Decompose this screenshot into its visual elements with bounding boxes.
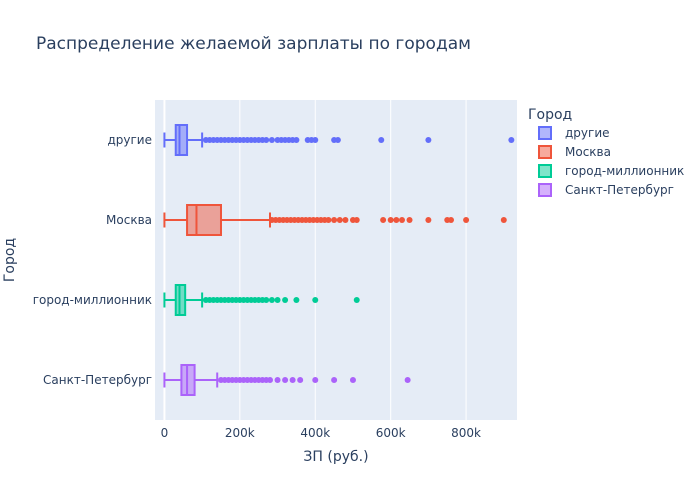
outlier-point — [289, 377, 296, 383]
box-iqr — [186, 204, 222, 236]
legend-label: Санкт-Петербург — [565, 183, 674, 197]
outlier-point — [312, 297, 319, 303]
legend-item: Санкт-Петербург — [538, 183, 674, 197]
outlier-point — [325, 217, 332, 223]
y-axis-title: Город — [2, 238, 18, 282]
outlier-point — [387, 217, 394, 223]
outlier-point — [293, 297, 300, 303]
outlier-point — [425, 137, 432, 143]
x-axis-title: ЗП (руб.) — [303, 449, 368, 465]
legend-item: Москва — [538, 145, 611, 159]
legend-swatch — [538, 145, 552, 159]
outlier-point — [425, 217, 432, 223]
grid-lines — [163, 100, 467, 420]
outlier-point — [353, 217, 360, 223]
box-plot-1 — [163, 204, 507, 236]
outlier-point — [312, 377, 319, 383]
box-plot-2 — [163, 284, 360, 316]
x-tick-label: 800k — [451, 426, 481, 440]
outlier-point — [463, 217, 470, 223]
outlier-point — [342, 217, 349, 223]
outlier-point — [380, 217, 387, 223]
y-axis-ticks: другие Москва город-миллионник Санкт-Петерб… — [33, 133, 152, 387]
x-tick-label: 0 — [161, 426, 169, 440]
outlier-point — [267, 377, 274, 383]
outlier-point — [508, 137, 515, 143]
legend-label: город-миллионник — [565, 164, 684, 178]
y-tick-label: другие — [107, 133, 152, 147]
outlier-point — [448, 217, 455, 223]
plot-area — [155, 100, 517, 420]
outlier-point — [334, 137, 341, 143]
legend: Город другие Москва город-миллионник Санкт-… — [528, 107, 684, 197]
outlier-point — [274, 297, 281, 303]
outlier-point — [336, 217, 343, 223]
box-plot-0 — [163, 124, 515, 156]
outlier-point — [331, 217, 338, 223]
legend-item: другие — [538, 126, 610, 140]
legend-title: Город — [528, 107, 572, 123]
box-plots — [163, 124, 515, 396]
chart-title: Распределение желаемой зарплаты по город… — [36, 34, 471, 54]
outlier-point — [404, 377, 411, 383]
outlier-point — [274, 377, 281, 383]
outlier-point — [282, 297, 289, 303]
outlier-point — [353, 297, 360, 303]
outlier-point — [406, 217, 413, 223]
outlier-point — [263, 137, 270, 143]
outlier-point — [349, 377, 356, 383]
outlier-point — [268, 297, 275, 303]
outlier-point — [378, 137, 385, 143]
outlier-point — [282, 377, 289, 383]
outlier-point — [293, 137, 300, 143]
legend-item: город-миллионник — [538, 164, 684, 178]
x-tick-label: 400k — [300, 426, 330, 440]
outlier-point — [393, 217, 400, 223]
outlier-point — [398, 217, 405, 223]
legend-swatch — [538, 126, 552, 140]
outlier-point — [312, 137, 319, 143]
x-tick-label: 200k — [225, 426, 255, 440]
box-iqr — [174, 124, 189, 156]
legend-swatch — [538, 164, 552, 178]
y-tick-label: Санкт-Петербург — [43, 373, 152, 387]
legend-label: Москва — [565, 145, 611, 159]
legend-swatch — [538, 183, 552, 197]
outlier-point — [268, 137, 275, 143]
box-plot-3 — [163, 364, 411, 396]
x-axis-ticks: 0 200k 400k 600k 800k — [161, 426, 481, 440]
outlier-point — [500, 217, 507, 223]
outlier-point — [331, 377, 338, 383]
outlier-point — [263, 297, 270, 303]
outlier-point — [297, 377, 304, 383]
y-tick-label: Москва — [106, 213, 152, 227]
x-tick-label: 600k — [376, 426, 406, 440]
y-tick-label: город-миллионник — [33, 293, 152, 307]
legend-label: другие — [565, 126, 610, 140]
